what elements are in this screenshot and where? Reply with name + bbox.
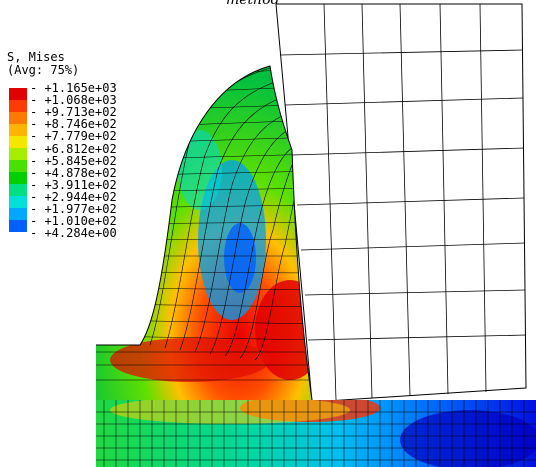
- legend-tick-label: - +9.713e+02: [30, 105, 117, 120]
- legend-swatch: [9, 184, 27, 196]
- legend-swatch: [9, 112, 27, 124]
- legend-tick-label: - +4.878e+02: [30, 165, 117, 180]
- workpiece-stress-field: [96, 400, 536, 467]
- legend-swatch: [9, 88, 27, 100]
- chip-outline: [96, 65, 313, 401]
- legend-tick-label: - +8.746e+02: [30, 117, 117, 132]
- legend-title-averaging: (Avg: 75%): [7, 63, 80, 77]
- legend-tick-label: - +1.977e+02: [30, 202, 117, 216]
- legend-swatch: [9, 196, 27, 208]
- legend-tick-label: - +2.944e+02: [30, 189, 117, 204]
- legend-tick-label: - +5.845e+02: [30, 153, 117, 168]
- figure-title: method: [226, 0, 280, 8]
- legend-swatch: [9, 124, 27, 136]
- legend-swatch: [9, 160, 27, 172]
- legend-tick-label: - +7.779e+02: [30, 129, 117, 144]
- legend-swatch: [9, 100, 27, 112]
- legend-color-bar: [9, 88, 27, 244]
- cutting-tool-mesh: [275, 3, 527, 403]
- legend-title: S, Mises (Avg: 75%): [7, 51, 79, 77]
- legend-swatch: [9, 136, 27, 148]
- legend-swatch: [9, 172, 27, 184]
- legend-tick-label: - +1.068e+03: [30, 93, 117, 108]
- legend-tick-label: - +6.812e+02: [30, 141, 117, 156]
- legend-tick-label: - +4.284e+00: [30, 226, 117, 241]
- legend-swatch: [9, 208, 27, 220]
- legend-swatch: [9, 220, 27, 232]
- legend-tick-label: - +3.911e+02: [30, 177, 117, 192]
- legend-swatch: [9, 148, 27, 160]
- legend-tick-label: - +1.165e+03: [30, 81, 117, 95]
- legend-tick-label: - +1.010e+02: [30, 214, 117, 229]
- legend-title-variable: S, Mises: [7, 50, 65, 64]
